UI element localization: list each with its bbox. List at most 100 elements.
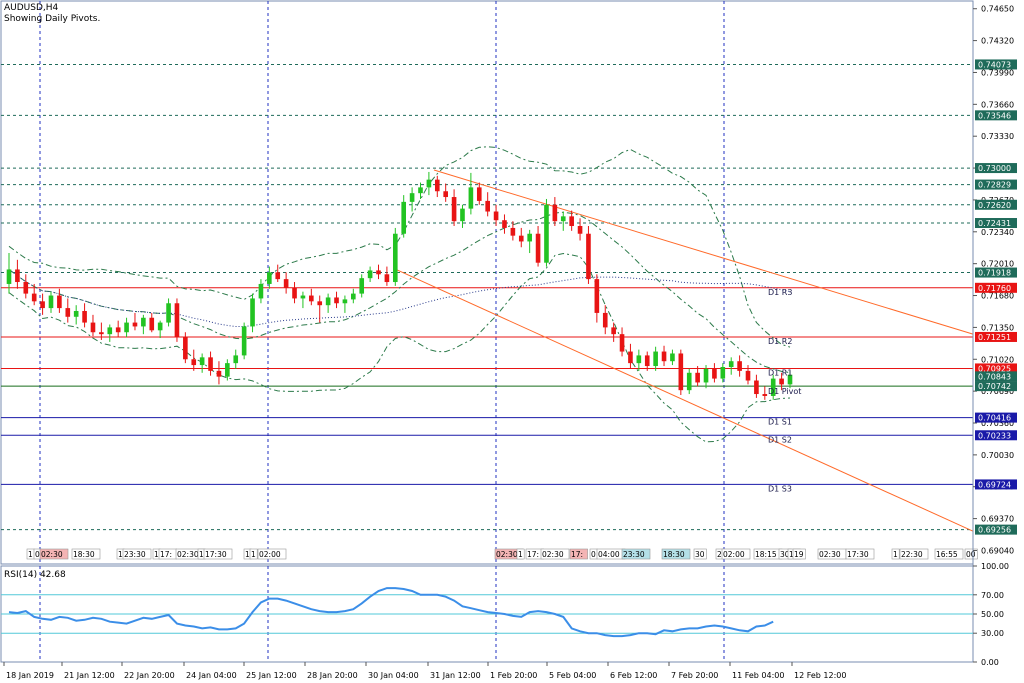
candle xyxy=(712,363,717,383)
price-label-box xyxy=(975,282,1017,293)
candle-body xyxy=(23,282,29,294)
candle-body xyxy=(149,317,155,331)
price-axis-label: 0.74320 xyxy=(981,37,1014,46)
candle-body xyxy=(695,372,700,383)
candle xyxy=(258,279,264,304)
candle xyxy=(401,195,407,238)
candle xyxy=(636,349,642,371)
time-tag-text: 0 xyxy=(35,550,40,559)
time-axis-label: 31 Jan 12:00 xyxy=(430,671,481,680)
candle xyxy=(695,366,700,387)
candle-body xyxy=(518,235,524,242)
time-axis-label: 25 Jan 12:00 xyxy=(246,671,297,680)
price-label-box xyxy=(975,59,1017,70)
candle-body xyxy=(90,322,96,333)
candle-body xyxy=(527,233,532,242)
candle xyxy=(225,359,230,381)
candle-body xyxy=(703,368,709,383)
bollinger-upper-band xyxy=(8,146,791,348)
candle-body xyxy=(443,191,448,198)
price-label-box xyxy=(975,524,1017,535)
time-axis-label: 5 Feb 04:00 xyxy=(549,671,596,680)
moving-average-line xyxy=(8,269,791,327)
time-axis-label: 21 Jan 12:00 xyxy=(64,671,115,680)
candle xyxy=(124,317,129,338)
candle-body xyxy=(107,327,113,335)
candle-body xyxy=(99,332,104,335)
pivot-label: D1 R3 xyxy=(768,288,792,297)
candle xyxy=(15,259,20,289)
candle-body xyxy=(115,327,121,333)
candle-body xyxy=(31,293,37,302)
candle xyxy=(90,314,96,337)
candle xyxy=(518,227,524,248)
price-axis-label: 0.74650 xyxy=(981,5,1014,14)
time-tag-text: 17:30 xyxy=(847,550,869,559)
time-tag-box xyxy=(899,548,929,560)
candle-body xyxy=(401,201,407,234)
candle-body xyxy=(351,293,356,300)
candle xyxy=(351,288,356,304)
chart-symbol-title: AUDUSD,H4 xyxy=(4,3,59,13)
candle-body xyxy=(670,353,675,362)
time-tag-text: 22:30 xyxy=(901,550,923,559)
time-tag-box xyxy=(71,548,101,560)
candle xyxy=(23,274,29,299)
time-tag-text: 1 xyxy=(245,550,250,559)
candle-body xyxy=(468,187,474,209)
rsi-axis-label: 70.00 xyxy=(981,591,1004,600)
candle xyxy=(686,368,692,395)
time-axis-label: 6 Feb 12:00 xyxy=(610,671,657,680)
price-label-text: 0.71251 xyxy=(978,333,1011,342)
price-label-box xyxy=(975,479,1017,490)
candle xyxy=(367,266,373,283)
candle xyxy=(426,171,432,196)
time-tag-text: 18:30 xyxy=(663,550,685,559)
time-tag-text: 02:30 xyxy=(41,550,63,559)
candle-body xyxy=(376,270,381,275)
candle xyxy=(451,189,457,227)
candle-body xyxy=(183,337,188,360)
time-tag-text: 1 xyxy=(518,550,523,559)
price-axis-label: 0.69040 xyxy=(981,546,1014,555)
candle xyxy=(191,349,197,371)
time-tag-text: 1 xyxy=(118,550,123,559)
time-tag-box xyxy=(693,548,707,560)
price-axis-label: 0.73330 xyxy=(981,132,1014,141)
candle xyxy=(157,320,163,339)
candle xyxy=(661,345,667,367)
candle-body xyxy=(157,322,163,331)
price-label-text: 0.69256 xyxy=(978,526,1011,535)
candle xyxy=(149,312,155,333)
rsi-line xyxy=(8,587,774,638)
time-tag-box xyxy=(661,548,691,560)
candle-body xyxy=(636,355,642,364)
candle-body xyxy=(258,283,264,299)
candle xyxy=(31,283,37,306)
pivot-label: D1 S2 xyxy=(768,435,792,444)
candle xyxy=(653,346,658,371)
time-tag-text: 00 xyxy=(966,550,976,559)
time-tag-text: 02:30 xyxy=(819,550,841,559)
candle-body xyxy=(728,361,734,367)
candle-body xyxy=(392,233,398,283)
time-tag-text: 02:00 xyxy=(259,550,281,559)
candle-body xyxy=(678,353,684,391)
candle xyxy=(208,351,213,376)
price-label-text: 0.70742 xyxy=(978,382,1011,391)
time-tag-box xyxy=(934,548,964,560)
candle-body xyxy=(309,295,314,302)
candle xyxy=(300,291,306,309)
candle xyxy=(434,175,440,198)
pivot-label: D1 Pivot xyxy=(768,387,801,396)
price-label-box xyxy=(975,412,1017,423)
rsi-axis-label: 50.00 xyxy=(981,610,1004,619)
time-axis-label: 18 Jan 2019 xyxy=(6,671,54,680)
pivot-label: D1 S3 xyxy=(768,484,792,493)
candle-body xyxy=(544,204,549,263)
candle xyxy=(544,198,549,267)
time-tag-text: 0 xyxy=(591,550,596,559)
price-label-box xyxy=(975,199,1017,210)
price-label-box xyxy=(975,363,1017,374)
